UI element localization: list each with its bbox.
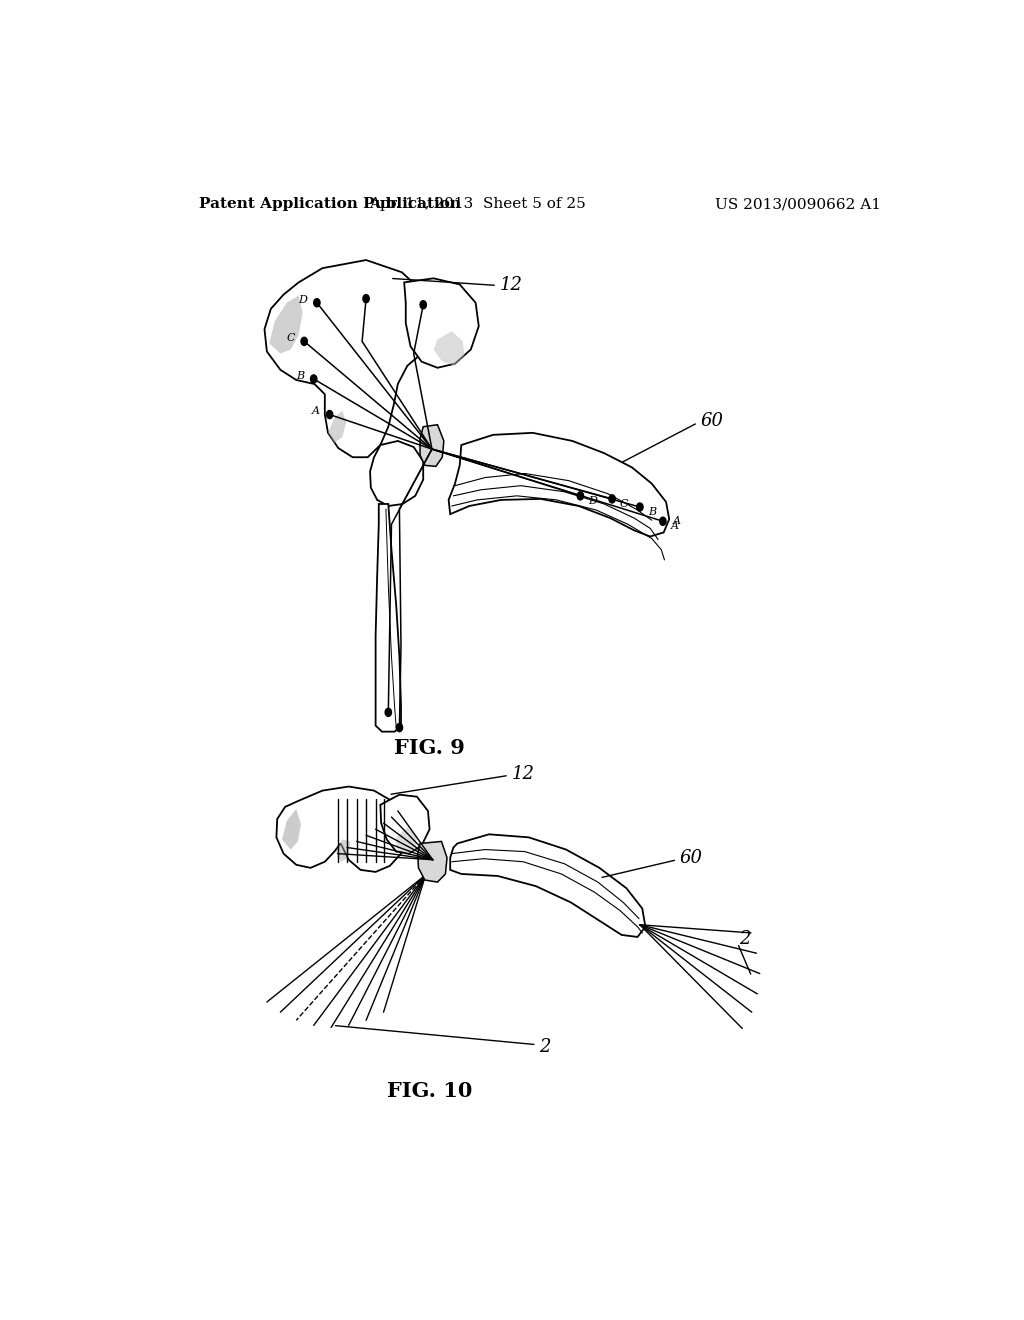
Text: US 2013/0090662 A1: US 2013/0090662 A1 [715, 197, 882, 211]
Polygon shape [264, 260, 433, 457]
Polygon shape [404, 279, 479, 368]
Circle shape [301, 338, 307, 346]
Polygon shape [420, 425, 443, 466]
Polygon shape [380, 795, 430, 854]
Text: A: A [673, 516, 680, 527]
Polygon shape [451, 834, 645, 937]
Text: FIG. 10: FIG. 10 [387, 1081, 472, 1101]
Polygon shape [433, 331, 465, 366]
Circle shape [310, 375, 316, 383]
Text: 60: 60 [700, 412, 723, 429]
Circle shape [659, 517, 666, 525]
Circle shape [327, 411, 333, 418]
Polygon shape [269, 296, 303, 354]
Polygon shape [276, 787, 406, 873]
Circle shape [578, 492, 584, 500]
Circle shape [396, 723, 402, 731]
Text: 12: 12 [500, 276, 522, 294]
Text: 12: 12 [511, 766, 535, 783]
Circle shape [313, 298, 321, 306]
Text: 60: 60 [680, 849, 702, 867]
Text: 2: 2 [539, 1038, 551, 1056]
Polygon shape [336, 840, 350, 862]
Text: A: A [671, 521, 679, 532]
Polygon shape [328, 411, 346, 444]
Text: C: C [620, 499, 629, 510]
Text: B: B [296, 371, 304, 381]
Text: D: D [588, 496, 597, 506]
Text: 2: 2 [739, 931, 751, 948]
Text: Apr. 11, 2013  Sheet 5 of 25: Apr. 11, 2013 Sheet 5 of 25 [369, 197, 586, 211]
Text: D: D [298, 294, 307, 305]
Polygon shape [282, 809, 301, 850]
Circle shape [385, 709, 391, 717]
Polygon shape [370, 441, 423, 506]
Circle shape [420, 301, 426, 309]
Text: A: A [312, 407, 321, 417]
Circle shape [637, 503, 643, 511]
Polygon shape [396, 828, 417, 855]
Circle shape [609, 495, 615, 503]
Text: Patent Application Publication: Patent Application Publication [200, 197, 462, 211]
Text: B: B [648, 507, 656, 517]
Text: FIG. 9: FIG. 9 [394, 738, 465, 758]
Circle shape [362, 294, 370, 302]
Polygon shape [418, 841, 447, 882]
Text: C: C [286, 334, 295, 343]
Polygon shape [376, 504, 401, 731]
Polygon shape [449, 433, 670, 536]
